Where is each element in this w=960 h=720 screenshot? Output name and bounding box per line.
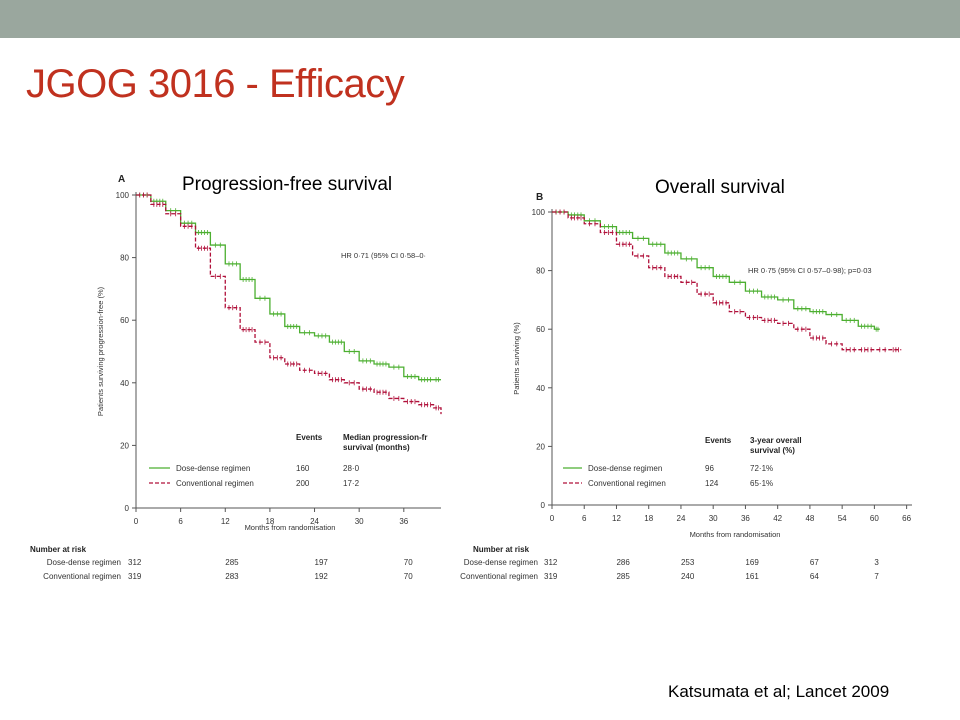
table-header-events: Events <box>705 436 732 445</box>
risk-value: 285 <box>225 558 239 567</box>
risk-heading: Number at risk <box>30 545 87 554</box>
risk-value: 3 <box>874 558 879 567</box>
x-tick-label: 6 <box>582 514 587 523</box>
x-tick-label: 54 <box>838 514 847 523</box>
panel-letter: A <box>118 174 125 185</box>
summary-value: 65·1% <box>750 479 773 488</box>
risk-value: 253 <box>681 558 695 567</box>
risk-value: 70 <box>404 558 413 567</box>
x-tick-label: 42 <box>773 514 782 523</box>
y-tick-label: 40 <box>120 379 129 388</box>
risk-value: 169 <box>745 558 759 567</box>
risk-value: 283 <box>225 572 239 581</box>
risk-value: 161 <box>745 572 759 581</box>
conventional-curve <box>552 211 902 351</box>
x-tick-label: 48 <box>805 514 814 523</box>
y-tick-label: 80 <box>536 267 545 276</box>
risk-row-label: Dose-dense regimen <box>47 558 121 567</box>
x-tick-label: 6 <box>178 517 183 526</box>
legend-label: Conventional regimen <box>176 479 254 488</box>
risk-value: 312 <box>544 558 558 567</box>
x-tick-label: 24 <box>677 514 686 523</box>
y-tick-label: 20 <box>536 442 545 451</box>
chart-title: Overall survival <box>655 177 785 198</box>
y-tick-label: 60 <box>120 316 129 325</box>
x-tick-label: 24 <box>310 517 319 526</box>
x-tick-label: 18 <box>265 517 274 526</box>
risk-value: 67 <box>810 558 819 567</box>
x-tick-label: 36 <box>741 514 750 523</box>
dose-dense-curve <box>136 194 441 381</box>
risk-value: 64 <box>810 572 819 581</box>
risk-value: 70 <box>404 572 413 581</box>
y-tick-label: 100 <box>532 208 546 217</box>
x-axis-label: Months from randomisation <box>245 523 336 532</box>
legend-label: Dose-dense regimen <box>176 464 250 473</box>
y-axis-label: Patients surviving progression-free (%) <box>96 286 105 416</box>
legend-label: Dose-dense regimen <box>588 464 662 473</box>
risk-value: 312 <box>128 558 142 567</box>
y-tick-label: 60 <box>536 325 545 334</box>
summary-value: 28·0 <box>343 464 360 473</box>
y-tick-label: 0 <box>125 504 130 513</box>
y-tick-label: 100 <box>116 191 130 200</box>
risk-value: 7 <box>874 572 879 581</box>
x-tick-label: 12 <box>612 514 621 523</box>
risk-value: 197 <box>315 558 329 567</box>
events-value: 200 <box>296 479 310 488</box>
citation: Katsumata et al; Lancet 2009 <box>668 682 890 701</box>
summary-value: 17·2 <box>343 479 360 488</box>
top-banner <box>0 0 960 38</box>
table-header-summary: 3-year overall survival (%) <box>750 436 802 455</box>
table-header-summary: Median progression-fr survival (months) <box>343 433 427 452</box>
events-value: 160 <box>296 464 310 473</box>
risk-value: 285 <box>616 572 630 581</box>
x-tick-label: 0 <box>550 514 555 523</box>
dose-dense-curve <box>552 211 880 330</box>
legend-label: Conventional regimen <box>588 479 666 488</box>
y-tick-label: 20 <box>120 441 129 450</box>
x-tick-label: 12 <box>221 517 230 526</box>
x-tick-label: 66 <box>902 514 911 523</box>
x-tick-label: 30 <box>709 514 718 523</box>
y-tick-label: 0 <box>541 501 546 510</box>
events-value: 96 <box>705 464 714 473</box>
x-tick-label: 30 <box>355 517 364 526</box>
x-tick-label: 0 <box>134 517 139 526</box>
y-tick-label: 80 <box>120 254 129 263</box>
y-axis-label: Patients surviving (%) <box>512 322 521 395</box>
risk-value: 319 <box>544 572 558 581</box>
panel-letter: B <box>536 192 543 203</box>
risk-heading: Number at risk <box>473 545 530 554</box>
conventional-curve <box>136 194 442 415</box>
slide-title: JGOG 3016 - Efficacy <box>26 62 405 106</box>
hazard-ratio-text: HR 0·71 (95% CI 0·58–0· <box>341 251 426 260</box>
risk-row-label: Conventional regimen <box>43 572 121 581</box>
risk-row-label: Conventional regimen <box>460 572 538 581</box>
events-value: 124 <box>705 479 719 488</box>
x-tick-label: 18 <box>644 514 653 523</box>
risk-value: 240 <box>681 572 695 581</box>
summary-value: 72·1% <box>750 464 773 473</box>
x-axis-label: Months from randomisation <box>690 530 781 539</box>
hazard-ratio-text: HR 0·75 (95% CI 0·57–0·98); p=0·03 <box>748 266 872 275</box>
risk-row-label: Dose-dense regimen <box>464 558 538 567</box>
y-tick-label: 40 <box>536 384 545 393</box>
risk-value: 192 <box>315 572 329 581</box>
risk-value: 286 <box>616 558 630 567</box>
x-tick-label: 36 <box>399 517 408 526</box>
risk-value: 319 <box>128 572 142 581</box>
table-header-events: Events <box>296 433 323 442</box>
chart-title: Progression-free survival <box>182 174 392 195</box>
x-tick-label: 60 <box>870 514 879 523</box>
